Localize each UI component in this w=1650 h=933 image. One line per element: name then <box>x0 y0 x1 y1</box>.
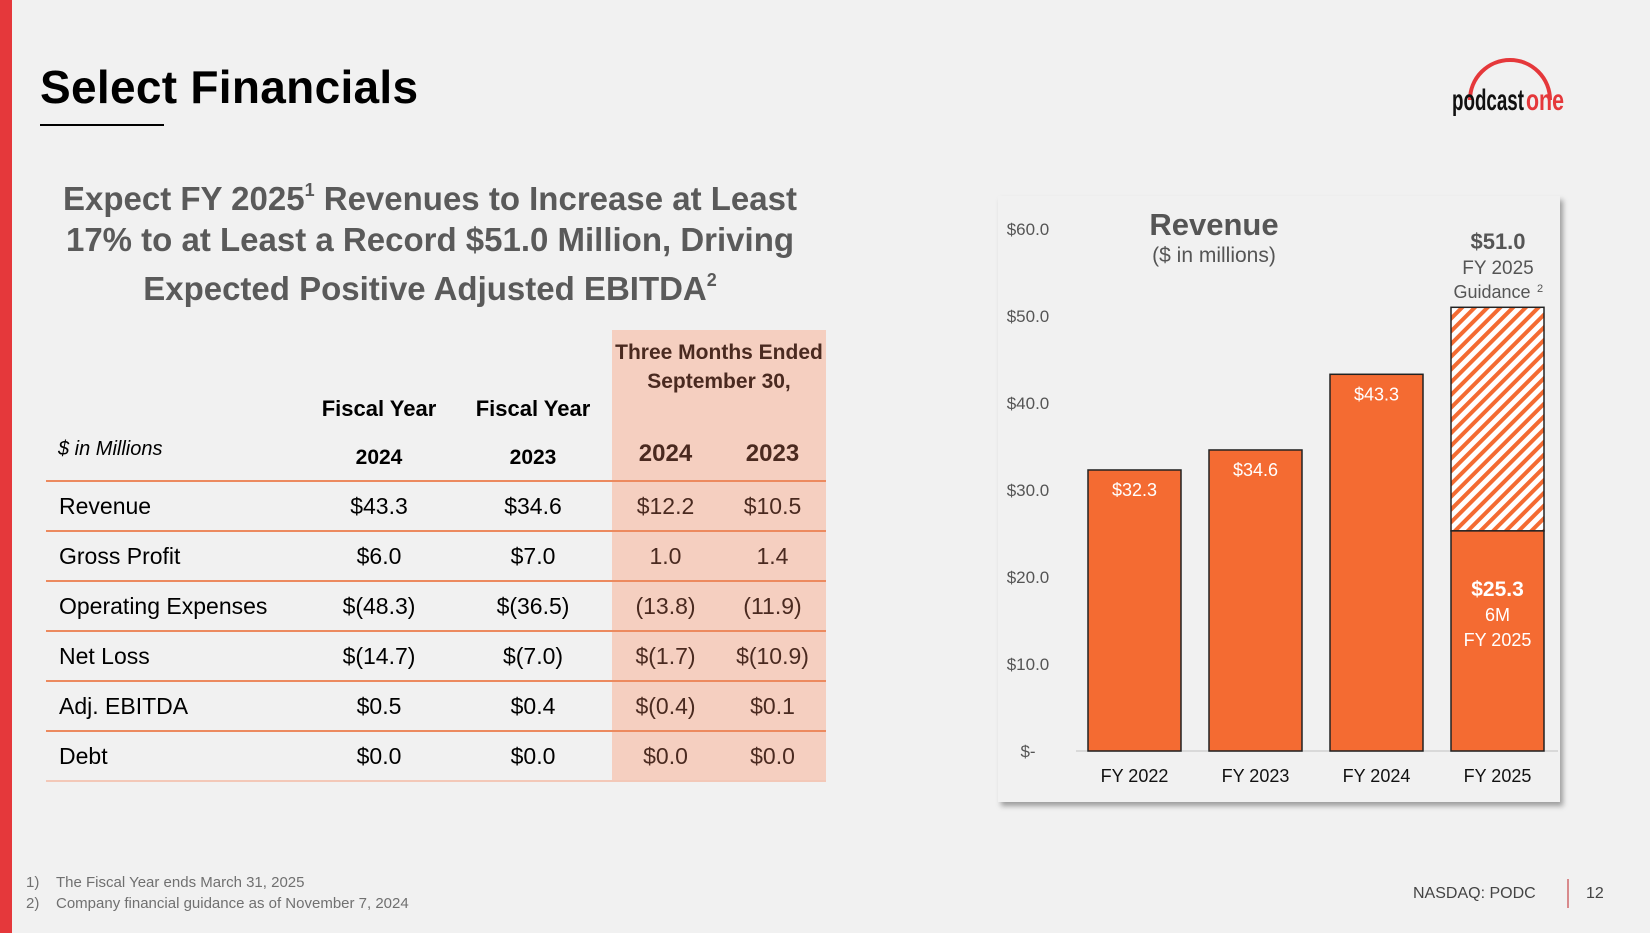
podcastone-logo: podcast one <box>1452 58 1564 117</box>
footnote-number: 1) <box>26 874 40 891</box>
row-value: $(14.7) <box>342 643 416 669</box>
data-label: $25.3 <box>1471 578 1524 601</box>
row-label: Debt <box>59 743 108 769</box>
y-tick-label: $60.0 <box>1007 220 1050 239</box>
y-tick-label: $- <box>1020 742 1035 761</box>
y-tick-label: $20.0 <box>1007 568 1050 587</box>
table-row: Revenue $43.3 $34.6 $12.2 $10.5 <box>46 480 826 530</box>
revenue-chart: Revenue ($ in millions) $51.0 FY 2025 Gu… <box>998 196 1560 802</box>
footnotes: 1) The Fiscal Year ends March 31, 2025 2)… <box>26 872 409 914</box>
chart-subtitle: ($ in millions) <box>1152 244 1276 267</box>
fy-header-1: Fiscal Year <box>321 396 437 421</box>
logo-text-left: podcast <box>1452 84 1524 117</box>
bar <box>1087 469 1182 752</box>
x-tick-label: FY 2025 <box>1464 766 1532 786</box>
guidance-line2: Guidance <box>1453 282 1530 302</box>
headline-part2: Revenues to Increase at Least 17% to at … <box>65 180 797 307</box>
quarter-columns-highlight <box>612 330 826 782</box>
col-year-q2023: 2023 <box>745 440 800 467</box>
bar <box>1329 373 1424 752</box>
data-label: $32.3 <box>1112 480 1157 500</box>
row-value: (13.8) <box>635 593 696 619</box>
row-value: $(48.3) <box>342 593 416 619</box>
guidance-line1: FY 2025 <box>1462 258 1533 279</box>
footnote-2: 2) Company financial guidance as of Novem… <box>26 893 409 914</box>
y-tick-label: $10.0 <box>1007 655 1050 674</box>
data-label-sub: 6M <box>1485 605 1510 625</box>
table-row: Debt $0.0 $0.0 $0.0 $0.0 <box>46 730 826 780</box>
headline-sup2: 2 <box>706 270 717 290</box>
row-label: Net Loss <box>59 643 150 669</box>
guidance-value: $51.0 <box>1470 229 1525 254</box>
bar-guidance <box>1450 306 1545 532</box>
col-year-fy2024: 2024 <box>355 446 403 469</box>
revenue-chart-svg: Revenue ($ in millions) $51.0 FY 2025 Gu… <box>1007 207 1558 786</box>
row-value: $12.2 <box>636 493 695 519</box>
row-value: $10.5 <box>743 493 802 519</box>
y-tick-label: $30.0 <box>1007 481 1050 500</box>
row-value: 1.4 <box>756 543 789 569</box>
row-value: $34.6 <box>504 493 562 519</box>
table-row: Gross Profit $6.0 $7.0 1.0 1.4 <box>46 530 826 580</box>
guidance-sup: 2 <box>1537 283 1543 295</box>
row-value: $(10.9) <box>736 643 809 669</box>
row-value: $0.0 <box>643 743 688 769</box>
data-label-sub: FY 2025 <box>1464 630 1532 650</box>
quarter-header: Three Months Ended September 30, <box>615 341 823 393</box>
footnote-number: 2) <box>26 895 40 912</box>
row-value: $(36.5) <box>496 593 570 619</box>
ticker: NASDAQ: PODC <box>1413 885 1536 902</box>
x-tick-label: FY 2023 <box>1222 766 1290 786</box>
units-label: $ in Millions <box>58 438 163 460</box>
fy-header-2: Fiscal Year <box>475 396 591 421</box>
row-value: $0.5 <box>356 693 402 719</box>
table-row: Net Loss $(14.7) $(7.0) $(1.7) $(10.9) <box>46 630 826 680</box>
row-value: $(1.7) <box>635 643 696 669</box>
table-bottom-rule <box>46 780 826 782</box>
page-title: Select Financials <box>40 61 419 113</box>
row-value: $(7.0) <box>502 643 564 669</box>
row-value: $7.0 <box>510 543 556 569</box>
headline: Expect FY 20251 Revenues to Increase at … <box>40 170 820 309</box>
title-underline <box>40 124 164 126</box>
row-value: $0.0 <box>750 743 795 769</box>
row-label: Gross Profit <box>59 543 181 569</box>
row-value: $6.0 <box>356 543 402 569</box>
row-value: $0.4 <box>510 693 556 719</box>
page-number: 12 <box>1586 885 1604 902</box>
footnote-text: The Fiscal Year ends March 31, 2025 <box>56 874 305 891</box>
row-value: $0.0 <box>510 743 556 769</box>
row-label: Adj. EBITDA <box>59 693 189 719</box>
table-row: Operating Expenses $(48.3) $(36.5) (13.8) (1… <box>46 580 826 630</box>
data-label: $43.3 <box>1354 384 1399 404</box>
bar <box>1208 449 1303 752</box>
footer-divider <box>1567 879 1569 908</box>
logo-text-right: one <box>1526 84 1564 117</box>
col-year-q2024: 2024 <box>638 440 693 467</box>
col-year-fy2023: 2023 <box>509 446 557 469</box>
footnote-text: Company financial guidance as of Novembe… <box>56 895 409 912</box>
row-label: Revenue <box>59 493 152 519</box>
table-row: Adj. EBITDA $0.5 $0.4 $(0.4) $0.1 <box>46 680 826 730</box>
row-label: Operating Expenses <box>59 593 268 619</box>
row-value: $0.0 <box>356 743 402 769</box>
x-tick-label: FY 2022 <box>1101 766 1169 786</box>
accent-strip <box>0 0 12 933</box>
row-value: $(0.4) <box>635 693 696 719</box>
chart-title: Revenue <box>1149 207 1278 242</box>
x-tick-label: FY 2024 <box>1343 766 1411 786</box>
row-value: 1.0 <box>649 543 682 569</box>
footnote-1: 1) The Fiscal Year ends March 31, 2025 <box>26 872 409 893</box>
row-value: $43.3 <box>350 493 408 519</box>
headline-sup1: 1 <box>304 180 315 200</box>
y-tick-label: $40.0 <box>1007 394 1050 413</box>
logo-headphone-arc <box>1468 58 1552 101</box>
data-label: $34.6 <box>1233 460 1278 480</box>
headline-part1: Expect FY 2025 <box>63 180 305 217</box>
row-value: $0.1 <box>750 693 795 719</box>
row-value: (11.9) <box>743 593 802 619</box>
bar <box>1450 530 1545 752</box>
y-tick-label: $50.0 <box>1007 307 1050 326</box>
